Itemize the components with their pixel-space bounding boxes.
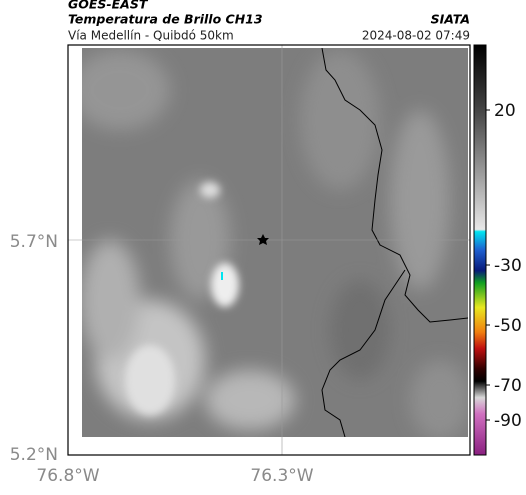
colorbar-tick-label: -30 [494, 256, 522, 276]
colorbar-tick-label: -70 [494, 376, 522, 396]
satellite: GOES-EAST [68, 0, 149, 12]
datetime: 2024-08-02 07:49 [362, 29, 470, 43]
colorbar-tick-label: -50 [494, 316, 522, 336]
colorbar-tick-label: -90 [494, 411, 522, 431]
colorbar-tick-label: 20 [494, 101, 516, 121]
lon-label: 76.8°W [36, 466, 99, 486]
map-frame [67, 44, 471, 456]
lat-label: 5.7°N [10, 232, 58, 252]
product: Temperatura de Brillo CH13 [68, 12, 263, 27]
lon-label: 76.3°W [250, 466, 313, 486]
location-star [257, 234, 269, 245]
colorbar [473, 44, 487, 456]
source: SIATA [431, 12, 470, 27]
location: Vía Medellín - Quibdó 50km [68, 29, 234, 43]
satellite-image [82, 48, 468, 437]
lat-label: 5.2°N [10, 445, 58, 465]
